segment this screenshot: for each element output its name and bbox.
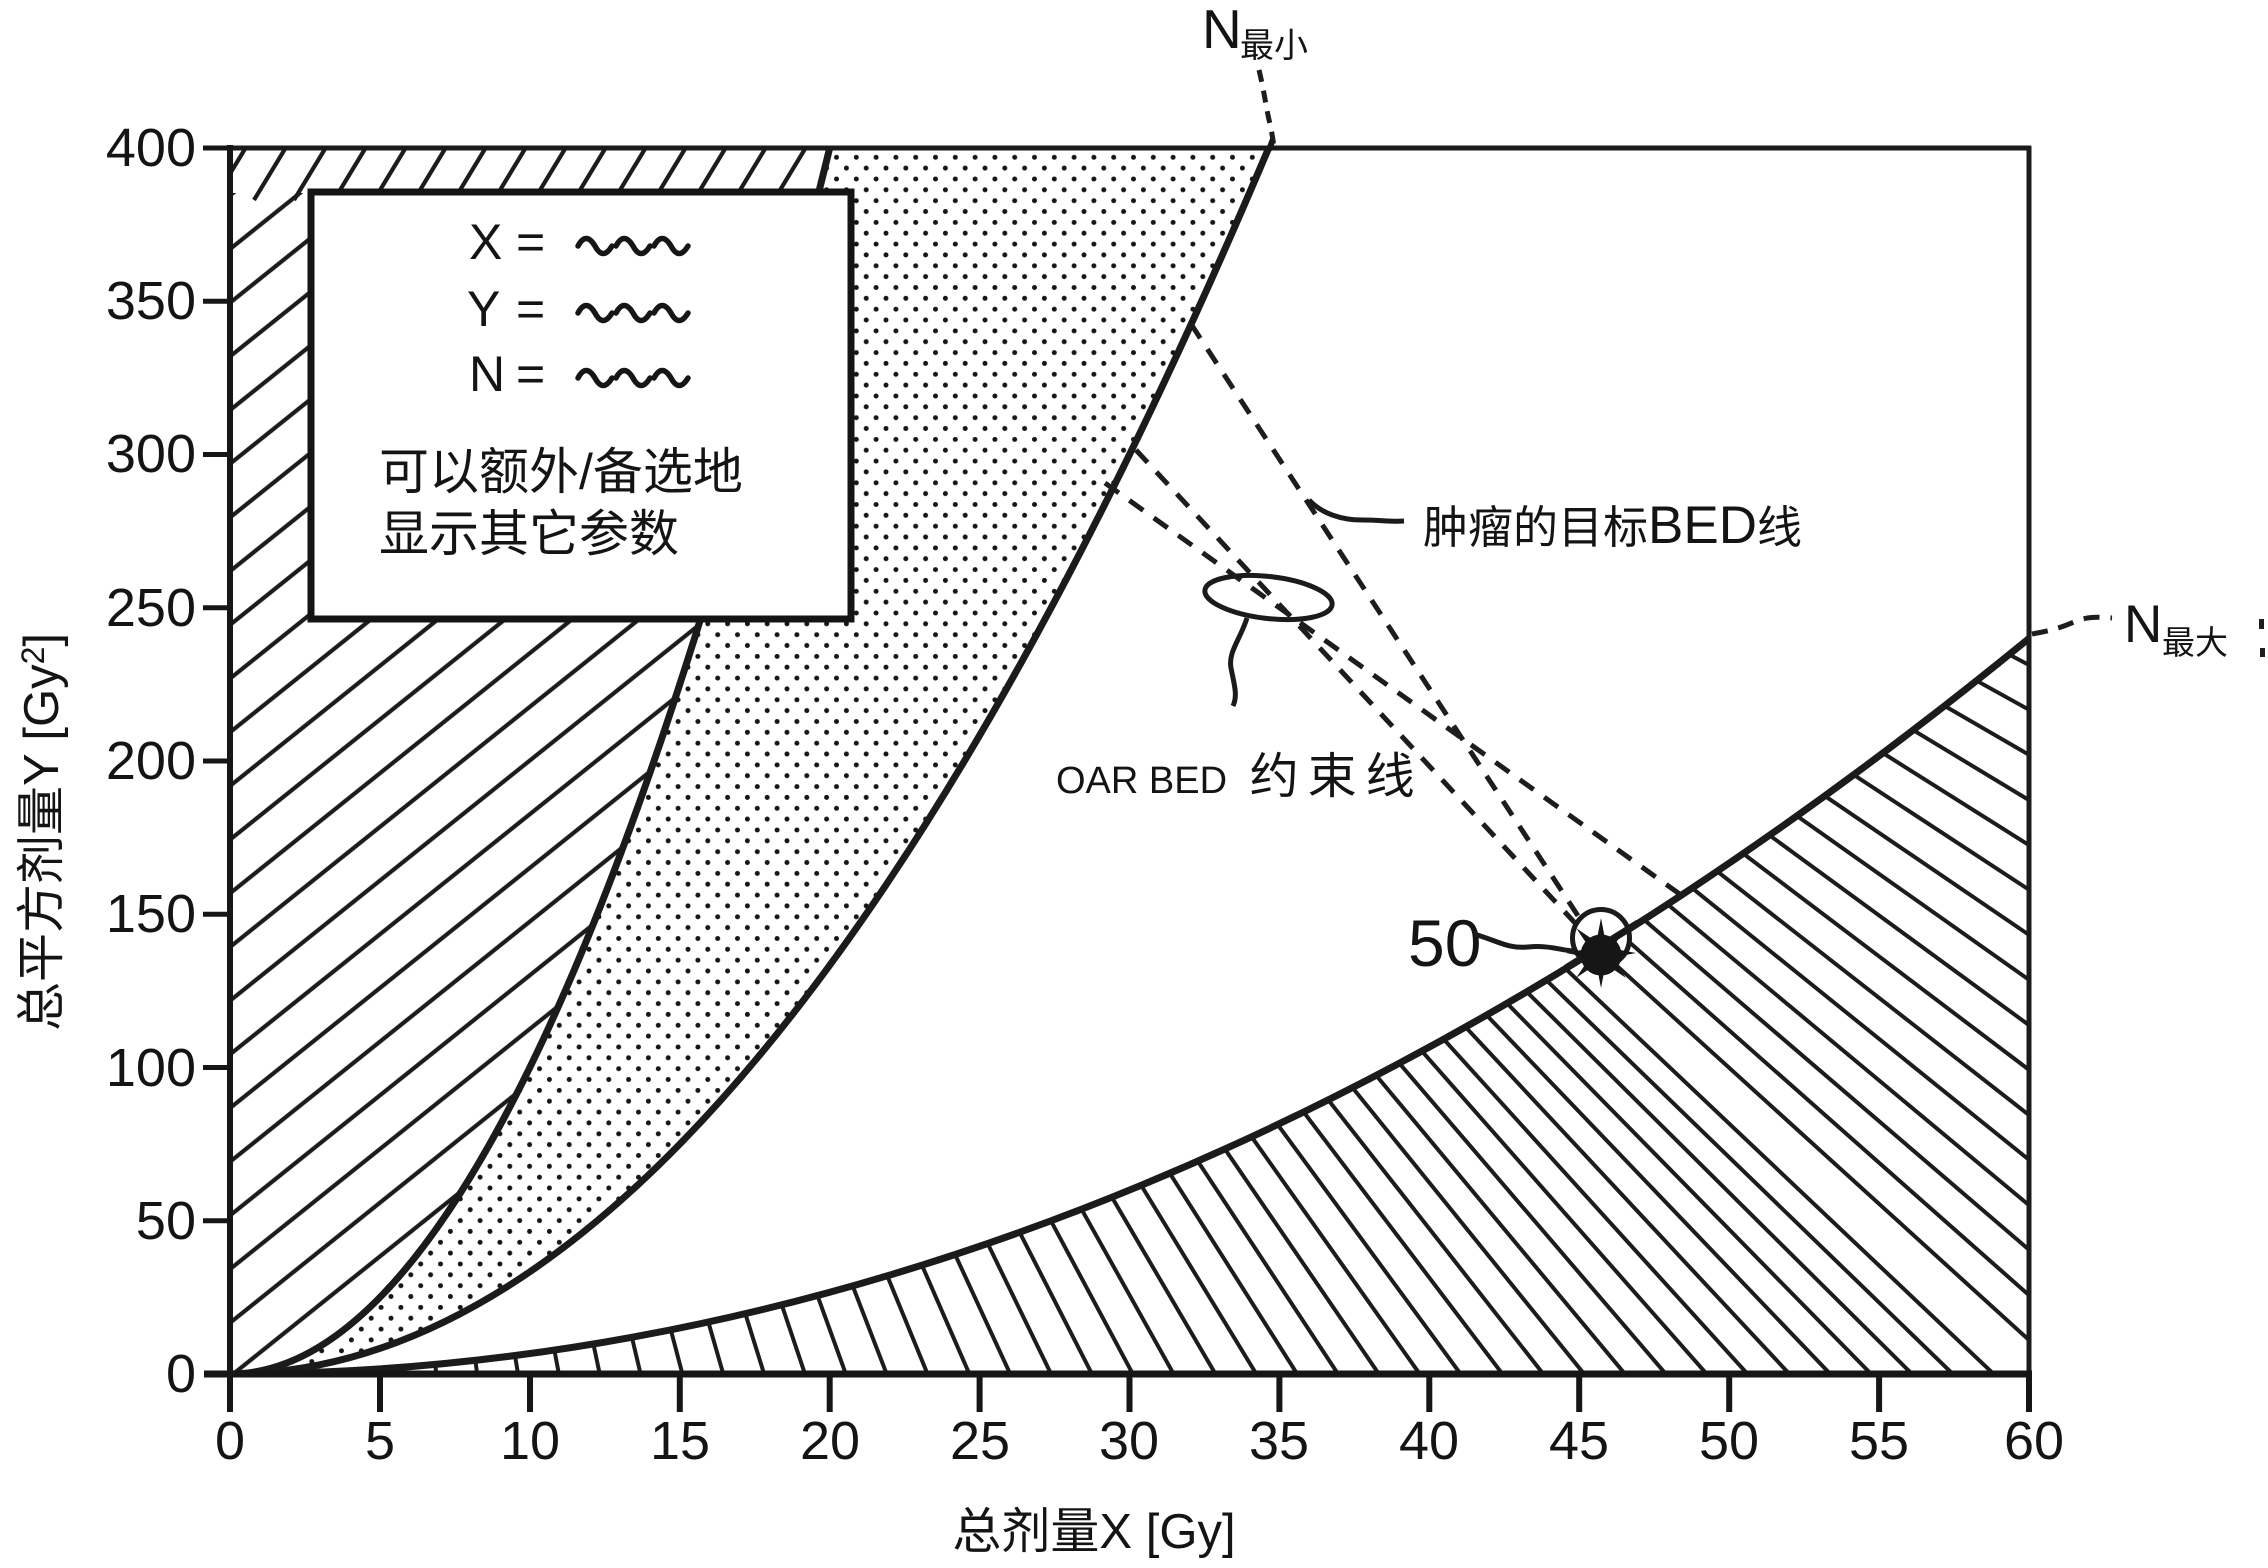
svg-text:0: 0 [215, 1411, 245, 1471]
svg-text:总剂量X [Gy]: 总剂量X [Gy] [952, 1505, 1235, 1559]
svg-text:0: 0 [166, 1344, 196, 1404]
svg-text:=: = [516, 214, 545, 270]
svg-text:N: N [469, 346, 505, 402]
svg-text:400: 400 [106, 118, 196, 178]
svg-text:20: 20 [800, 1411, 860, 1471]
svg-text:25: 25 [950, 1411, 1010, 1471]
svg-text:300: 300 [106, 424, 196, 484]
svg-text:50: 50 [136, 1191, 196, 1251]
svg-text:总平方剂量Y [Gy2]: 总平方剂量Y [Gy2] [15, 633, 69, 1031]
svg-text:X: X [469, 214, 502, 270]
svg-text:250: 250 [106, 578, 196, 638]
svg-text:5: 5 [365, 1411, 395, 1471]
svg-text:40: 40 [1399, 1411, 1459, 1471]
svg-text:50: 50 [1699, 1411, 1759, 1471]
svg-text:50: 50 [1408, 906, 1481, 980]
svg-text:=: = [516, 346, 545, 402]
svg-text:100: 100 [106, 1038, 196, 1098]
svg-text:15: 15 [650, 1411, 710, 1471]
svg-text:45: 45 [1549, 1411, 1609, 1471]
svg-text:60: 60 [2004, 1411, 2064, 1471]
svg-text:150: 150 [106, 884, 196, 944]
svg-text:=: = [516, 281, 545, 337]
svg-text:最小: 最小 [1240, 27, 1308, 65]
svg-text:10: 10 [500, 1411, 560, 1471]
svg-text:显示其它参数: 显示其它参数 [379, 506, 679, 562]
svg-text:可以额外/备选地: 可以额外/备选地 [379, 444, 743, 500]
svg-text:Y: Y [467, 281, 500, 337]
svg-text:30: 30 [1099, 1411, 1159, 1471]
svg-text:200: 200 [106, 731, 196, 791]
svg-text:35: 35 [1249, 1411, 1309, 1471]
svg-text:55: 55 [1849, 1411, 1909, 1471]
svg-text:肿瘤的目标BED线: 肿瘤的目标BED线 [1423, 496, 1802, 555]
svg-text:N: N [1202, 0, 1242, 60]
svg-text:最大: 最大 [2162, 624, 2228, 661]
svg-text:350: 350 [106, 271, 196, 331]
svg-text:N: N [2124, 595, 2162, 654]
